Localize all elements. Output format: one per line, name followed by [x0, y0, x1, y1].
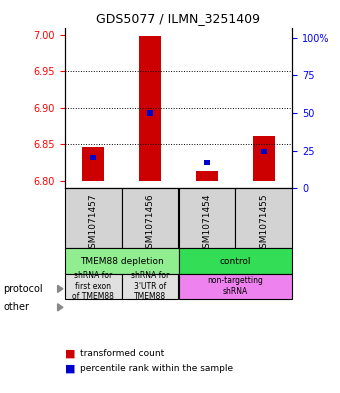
Text: GSM1071455: GSM1071455	[259, 193, 268, 253]
Text: shRNA for
3'UTR of
TMEM88: shRNA for 3'UTR of TMEM88	[131, 271, 169, 301]
Bar	[178, 274, 292, 299]
Polygon shape	[57, 304, 63, 311]
Text: GSM1071454: GSM1071454	[203, 193, 211, 253]
Text: control: control	[220, 257, 251, 266]
Bar	[178, 188, 235, 248]
Bar	[121, 274, 178, 299]
Text: TMEM88 depletion: TMEM88 depletion	[80, 257, 164, 266]
Text: ■: ■	[65, 349, 75, 359]
Title: GDS5077 / ILMN_3251409: GDS5077 / ILMN_3251409	[97, 12, 260, 25]
Text: shRNA for
first exon
of TMEM88: shRNA for first exon of TMEM88	[72, 271, 114, 301]
Text: non-targetting
shRNA: non-targetting shRNA	[207, 276, 264, 296]
Bar	[65, 248, 178, 274]
Bar	[65, 274, 121, 299]
Text: GSM1071457: GSM1071457	[89, 193, 98, 253]
Polygon shape	[57, 285, 63, 292]
Bar	[121, 188, 178, 248]
Bar	[139, 35, 162, 181]
Text: percentile rank within the sample: percentile rank within the sample	[80, 364, 233, 373]
Text: GSM1071456: GSM1071456	[146, 193, 154, 253]
Bar	[90, 155, 97, 160]
Text: ■: ■	[65, 364, 75, 374]
Text: other: other	[3, 302, 29, 312]
Bar	[235, 188, 292, 248]
Bar	[178, 248, 292, 274]
Bar	[82, 147, 104, 181]
Bar	[260, 149, 267, 154]
Bar	[147, 110, 153, 116]
Bar	[65, 188, 121, 248]
Bar	[253, 136, 275, 181]
Bar	[195, 171, 218, 181]
Text: transformed count: transformed count	[80, 349, 164, 358]
Text: protocol: protocol	[3, 284, 43, 294]
Bar	[204, 160, 210, 165]
